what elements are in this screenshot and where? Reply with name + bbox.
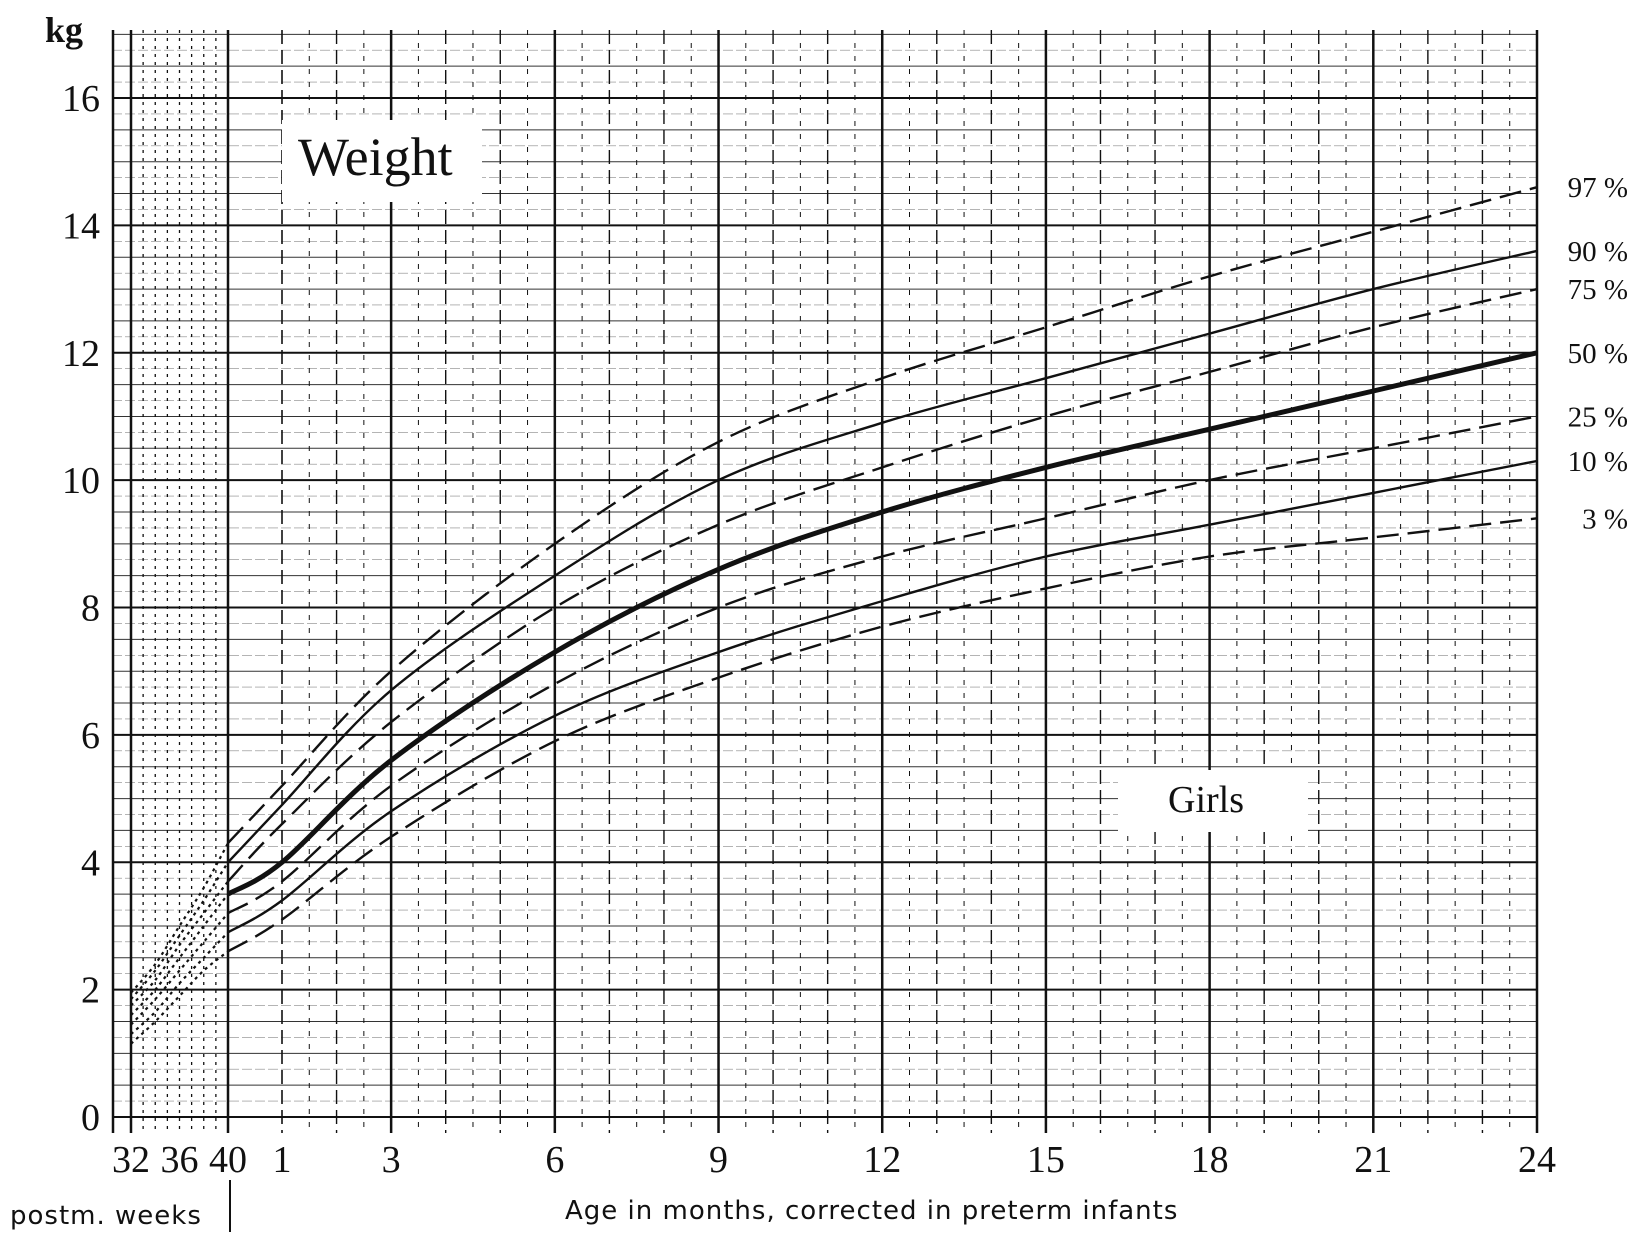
percentile-3-preterm-line [130,950,229,1045]
percentile-50-label: 50 % [1568,338,1628,370]
major-grid [111,30,1539,1232]
percentile-3-label: 3 % [1582,503,1628,535]
percentile-10-preterm-line [130,931,229,1036]
percentile-25-preterm-line [130,912,229,1026]
y-tick-label: 12 [62,333,100,375]
percentile-75-label: 75 % [1568,274,1628,306]
y-tick-label: 6 [81,715,100,757]
y-tick-label: 2 [81,970,100,1012]
x-axis-title: Age in months, corrected in preterm infa… [565,1196,1178,1226]
x-tick-label-weeks: 36 [161,1139,199,1181]
y-tick-label: 16 [62,78,100,120]
y-tick-label: 0 [81,1097,100,1139]
percentile-97-line [227,186,1538,844]
percentile-50-preterm-line [130,893,229,1016]
percentile-10-line [227,459,1538,934]
percentile-75-preterm-line [130,880,229,1007]
girls-label: Girls [1168,779,1244,821]
girls-backdrop [1118,770,1308,832]
percentile-90-line [227,249,1538,864]
x-tick-label-months: 12 [863,1139,901,1181]
percentile-curves [130,186,1538,1045]
y-unit-label: kg [45,10,83,50]
y-tick-label: 10 [62,460,100,502]
x-tick-label-months: 9 [709,1139,728,1181]
y-tick-label: 8 [81,588,100,630]
percentile-90-label: 90 % [1568,236,1628,268]
percentile-10-label: 10 % [1568,446,1628,478]
x-tick-label-months: 24 [1518,1139,1556,1181]
minor-grid [112,30,1537,1133]
percentile-25-line [227,415,1538,915]
percentile-3-line [227,517,1538,953]
chart-title: Weight [298,127,453,187]
title-backdrop [282,120,482,202]
weeks-axis-title: postm. weeks [10,1201,202,1231]
x-tick-label-weeks: 32 [112,1139,150,1181]
percentile-50-line [226,350,1538,897]
percentile-97-label: 97 % [1568,172,1628,204]
x-tick-label-months: 1 [273,1139,292,1181]
x-tick-label-months: 6 [545,1139,564,1181]
percentile-25-label: 25 % [1568,401,1628,433]
percentile-90-preterm-line [130,861,229,1000]
x-tick-label-months: 18 [1191,1139,1229,1181]
x-tick-label-months: 21 [1354,1139,1392,1181]
y-tick-label: 4 [81,842,100,884]
percentile-75-line [227,287,1538,883]
x-tick-label-weeks: 40 [209,1139,247,1181]
y-tick-label: 14 [62,205,100,247]
x-tick-label-months: 15 [1027,1139,1065,1181]
x-tick-label-months: 3 [382,1139,401,1181]
